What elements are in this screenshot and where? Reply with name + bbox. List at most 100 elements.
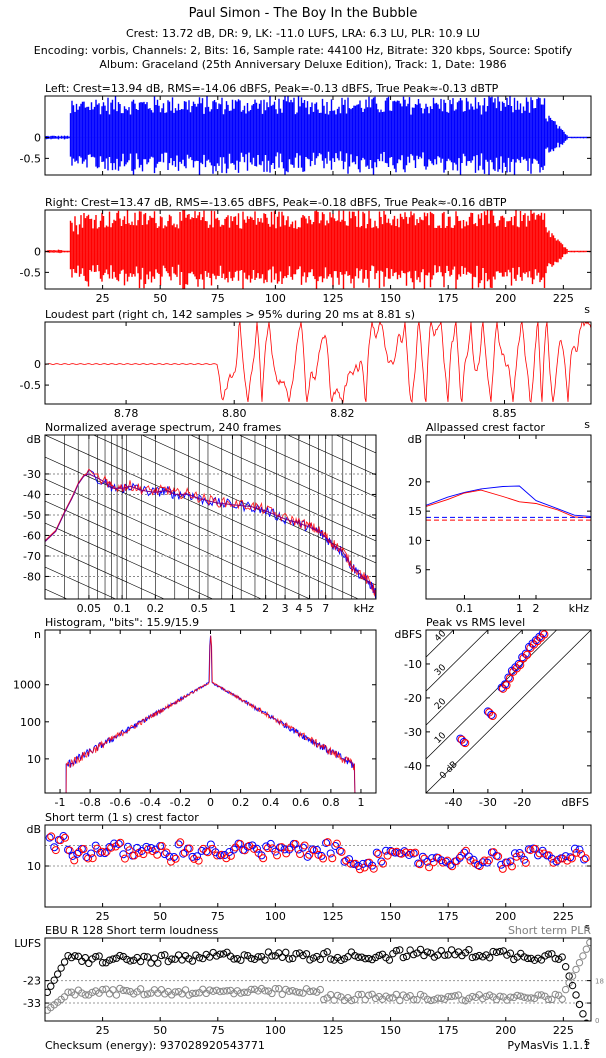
crest-point-left: [312, 845, 321, 854]
ebu-loudness-point: [465, 945, 473, 954]
ebu-plr-point: [188, 989, 197, 998]
ebu-loudness-point: [219, 950, 228, 958]
ebu-xtick-label: 75: [211, 1024, 225, 1037]
spectrum-ref-diagonal: [45, 522, 214, 599]
crest-point-right: [176, 838, 185, 847]
right-xtick-label: 125: [322, 292, 343, 305]
spectrum-ref-diagonal: [141, 435, 376, 542]
ebu-loudness-point: [216, 950, 224, 958]
crest-point-left: [229, 845, 238, 854]
ebu-loudness-point: [116, 951, 124, 960]
crest-point-left: [308, 845, 317, 854]
crest-point-right: [332, 839, 341, 848]
left-ytick-label: 0: [34, 132, 41, 145]
ebu-loudness-point: [558, 953, 566, 961]
histogram-frame: [44, 629, 377, 794]
ebu-plr-point: [351, 995, 359, 1004]
crest-point-right: [88, 854, 97, 863]
crest-point-right: [484, 856, 493, 865]
crest-point-left: [252, 844, 261, 853]
peakrms-diagonal-label: 20: [433, 697, 448, 712]
histogram-plot-area: [65, 635, 356, 793]
ebu-loudness-point: [95, 952, 103, 960]
crest-point-right: [222, 854, 231, 863]
histogram-xtick-label: 1: [357, 796, 364, 809]
spectrum-ytick-label: -70: [23, 550, 41, 563]
allpass-xtick-label: 0.1: [456, 602, 474, 615]
crest-point-right: [567, 854, 576, 863]
left-panel: Left: Crest=13.94 dB, RMS=-14.06 dBFS, P…: [20, 82, 592, 176]
loudest-title: Loudest part (right ch, 142 samples > 95…: [45, 308, 415, 321]
spectrum-xtick-label: 1: [229, 602, 236, 615]
ebu-plr-point: [354, 990, 363, 999]
ebu-panel: EBU R 128 Short term loudness LUFS Short t…: [14, 924, 604, 1048]
crest-point-left: [575, 845, 584, 854]
peakrms-point-right: [516, 660, 525, 670]
ebu-plr-point: [465, 994, 473, 1003]
ebu-plr-point: [396, 996, 404, 1005]
crest-point-left: [160, 850, 169, 859]
ebu-loudness-point: [174, 951, 183, 959]
ebu-loudness-point: [561, 963, 570, 971]
ebu-loudness-point: [60, 958, 69, 966]
peakrms-frame: [425, 629, 592, 794]
ebu-plr-point: [582, 945, 591, 953]
spectrum-ytick-label: -60: [23, 529, 41, 542]
crest-point-right: [494, 852, 503, 861]
ebu-plr-point: [527, 994, 535, 1002]
crest-point-right: [213, 851, 222, 860]
ebu-plr-point: [247, 985, 255, 994]
ebu-loudness-point: [237, 956, 245, 964]
ebu-loudness-point: [402, 952, 411, 961]
peakrms-diagonal: [426, 630, 557, 760]
ebu-loudness-point: [136, 957, 145, 966]
crest-point-right: [406, 848, 415, 857]
crest-point-left: [114, 839, 123, 848]
ebu-loudness-point: [143, 953, 152, 961]
right-ytick-label: 0: [34, 246, 41, 259]
ebu-loudness-point: [147, 959, 155, 967]
crest-point-right: [346, 859, 355, 868]
ebu-plr-point: [361, 995, 369, 1004]
loudest-ytick-label: -0.5: [20, 379, 41, 392]
ebu-plot-area: [45, 938, 591, 1021]
ebu-loudness-point: [282, 948, 290, 957]
ebu-loudness-point: [423, 948, 432, 956]
histogram-xtick-label: -1: [55, 796, 66, 809]
ebu-plr-point: [171, 988, 179, 996]
histogram-xtick-label: -0.4: [140, 796, 161, 809]
right-title: Right: Crest=13.47 dB, RMS=-13.65 dBFS, …: [45, 196, 507, 209]
ebu-plr-point: [434, 994, 442, 1002]
crest-point-right: [411, 848, 420, 857]
ebu-plr-point: [271, 984, 280, 993]
ebu-plr-point: [278, 990, 286, 998]
ebu-plr-point: [306, 987, 314, 996]
ebu-plr-point: [112, 991, 121, 999]
ebu-plr-point: [98, 985, 107, 994]
ebu-plr-point: [402, 993, 411, 1001]
ebu-loudness-point: [523, 954, 532, 963]
ebu-xtick-label: 125: [322, 1024, 343, 1037]
peakrms-diagonal: [426, 630, 523, 726]
spectrum-ytick-label: -30: [23, 468, 41, 481]
ebu-loudness-point: [206, 953, 214, 961]
right-xunit: s: [584, 303, 590, 316]
ebu-loudness-point: [47, 982, 55, 990]
crest_st-xtick-label: 175: [438, 910, 459, 923]
crest-point-left: [188, 852, 197, 861]
spectrum-left-line: [45, 468, 376, 599]
peakrms-point-right: [505, 674, 514, 683]
ebu-loudness-point: [178, 956, 186, 964]
ebu-loudness-point: [351, 951, 359, 960]
peakrms-point-left: [521, 649, 530, 658]
encoding-line: Encoding: vorbis, Channels: 2, Bits: 16,…: [33, 44, 573, 57]
crest-point-left: [285, 845, 294, 854]
crest-point-left: [271, 847, 280, 856]
crest-point-left: [326, 849, 335, 858]
left-title: Left: Crest=13.94 dB, RMS=-14.06 dBFS, P…: [45, 82, 499, 95]
ebu-loudness-point: [299, 951, 307, 960]
ebu-loudness-point: [568, 981, 577, 990]
ebu-plr-point: [437, 994, 445, 1003]
spectrum-xtick-label: 0.1: [113, 602, 131, 615]
